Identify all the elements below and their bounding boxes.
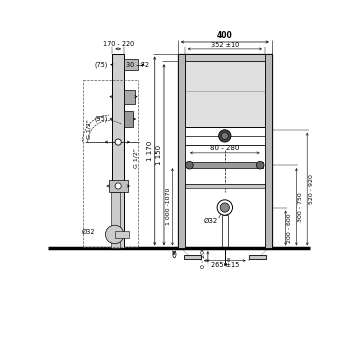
Circle shape	[186, 161, 193, 169]
Text: 200 - 600: 200 - 600	[287, 213, 292, 243]
Text: 1 170: 1 170	[147, 141, 153, 161]
Text: 1 150: 1 150	[156, 145, 162, 165]
Text: 400: 400	[217, 31, 233, 40]
Bar	[178, 54, 272, 61]
Bar	[265, 54, 272, 248]
Bar	[124, 59, 138, 70]
Bar	[187, 162, 262, 168]
Circle shape	[115, 139, 121, 145]
Bar	[184, 255, 201, 259]
Text: G 1/2": G 1/2"	[134, 148, 139, 168]
Text: 265 ±15: 265 ±15	[211, 262, 239, 268]
Bar	[178, 54, 185, 248]
Text: 300 - 750: 300 - 750	[298, 192, 303, 222]
Bar	[248, 255, 266, 259]
Text: Ø32: Ø32	[82, 228, 96, 235]
Circle shape	[220, 203, 230, 212]
Text: 80 - 280: 80 - 280	[210, 145, 239, 151]
Bar	[224, 263, 225, 265]
Text: 520 - 920: 520 - 920	[309, 174, 314, 204]
Text: G 1/2": G 1/2"	[87, 119, 92, 139]
Bar	[111, 192, 120, 248]
Text: 0: 0	[172, 251, 176, 261]
Circle shape	[219, 130, 231, 142]
Circle shape	[221, 132, 228, 140]
Text: 0 - 200: 0 - 200	[201, 246, 206, 268]
Bar	[124, 111, 133, 127]
Bar	[108, 180, 128, 192]
Text: 352 ±10: 352 ±10	[211, 42, 239, 48]
Text: (75): (75)	[94, 61, 108, 68]
Text: Ø32: Ø32	[204, 218, 218, 224]
Bar	[112, 54, 124, 248]
Text: 30 - 72: 30 - 72	[126, 62, 148, 68]
Bar	[185, 184, 265, 187]
Bar	[124, 90, 135, 103]
Circle shape	[105, 225, 124, 244]
Text: 1 000 -1070: 1 000 -1070	[166, 188, 171, 225]
Text: (95): (95)	[94, 116, 108, 122]
Circle shape	[256, 161, 264, 169]
Circle shape	[115, 183, 121, 189]
Bar	[185, 61, 265, 127]
Text: 8: 8	[226, 258, 230, 263]
Text: 170 - 220: 170 - 220	[103, 41, 134, 48]
Bar	[115, 231, 128, 238]
Circle shape	[217, 200, 232, 215]
